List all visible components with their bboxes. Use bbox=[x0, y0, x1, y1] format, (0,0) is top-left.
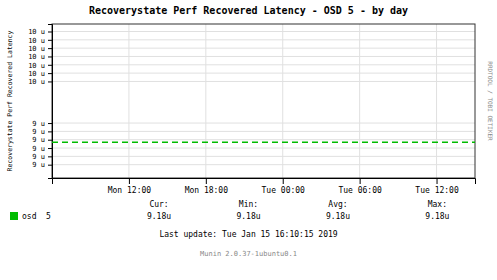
y-tick: 9 u bbox=[32, 153, 52, 161]
x-tick: Tue 06:00 bbox=[338, 178, 382, 195]
grid-line-y bbox=[52, 39, 475, 40]
x-tick: Tue 00:00 bbox=[262, 178, 306, 195]
y-tick-mark bbox=[48, 165, 52, 166]
x-tick-label: Tue 00:00 bbox=[262, 186, 306, 195]
grid-line-y bbox=[52, 131, 475, 132]
y-tick-mark bbox=[48, 148, 52, 149]
legend-swatch bbox=[10, 212, 18, 220]
y-tick-label: 9 u bbox=[32, 128, 45, 136]
y-axis: 9 u9 u9 u9 u9 u9 u10 u10 u10 u10 u10 u10… bbox=[28, 25, 52, 179]
y-tick-mark bbox=[48, 48, 52, 49]
annotation: Min: bbox=[239, 200, 258, 209]
y-tick-mark bbox=[48, 40, 52, 41]
y-tick: 9 u bbox=[32, 145, 52, 153]
grid-line-x bbox=[436, 24, 437, 178]
grid-line-y bbox=[52, 64, 475, 65]
y-tick-label: 10 u bbox=[28, 37, 45, 45]
y-tick: 10 u bbox=[28, 62, 52, 70]
x-tick-mark bbox=[129, 178, 130, 184]
annotation: Avg: bbox=[328, 200, 347, 209]
x-tick-mark bbox=[283, 178, 284, 184]
annotation: Cur: bbox=[149, 200, 168, 209]
grid-line-y bbox=[52, 48, 475, 49]
plot-frame bbox=[52, 24, 475, 178]
grid-line-y bbox=[52, 139, 475, 140]
annotation: 9.18u bbox=[147, 212, 171, 221]
grid-line-y bbox=[52, 148, 475, 149]
y-tick-label: 10 u bbox=[28, 53, 45, 61]
y-tick-mark bbox=[48, 31, 52, 32]
grid-line-x bbox=[282, 24, 283, 178]
y-tick-mark bbox=[48, 156, 52, 157]
y-tick-mark bbox=[48, 140, 52, 141]
y-tick-mark bbox=[48, 81, 52, 82]
x-tick-mark bbox=[206, 178, 207, 184]
annotation: Munin 2.0.37-1ubuntu0.1 bbox=[200, 250, 297, 258]
y-tick: 9 u bbox=[32, 136, 52, 144]
grid-line-y bbox=[52, 31, 475, 32]
annotation: 9.18u bbox=[236, 212, 260, 221]
y-tick-mark bbox=[48, 65, 52, 66]
annotation: Last update: Tue Jan 15 16:10:15 2019 bbox=[159, 230, 337, 239]
grid-line-x bbox=[128, 24, 129, 178]
y-tick-mark bbox=[48, 56, 52, 57]
annotation: Max: bbox=[428, 200, 447, 209]
x-tick-label: Tue 12:00 bbox=[415, 186, 459, 195]
y-tick: 9 u bbox=[32, 128, 52, 136]
y-tick: 9 u bbox=[32, 161, 52, 169]
grid-line-y bbox=[52, 123, 475, 124]
y-tick-label: 10 u bbox=[28, 28, 45, 36]
grid-line-y bbox=[52, 156, 475, 157]
y-tick: 10 u bbox=[28, 37, 52, 45]
x-tick: Mon 18:00 bbox=[185, 178, 229, 195]
y-tick-label: 10 u bbox=[28, 45, 45, 53]
annotation: 9.18u bbox=[425, 212, 449, 221]
y-tick-label: 10 u bbox=[28, 62, 45, 70]
grid-line-x bbox=[205, 24, 206, 178]
legend-label: osd 5 bbox=[22, 212, 51, 221]
x-axis: Mon 12:00 Mon 18:00 Tue 00:00 Tue 06:00 Tue … bbox=[53, 178, 476, 195]
grid-line-y bbox=[52, 81, 475, 82]
x-tick-label: Tue 06:00 bbox=[338, 186, 382, 195]
y-axis-line bbox=[48, 25, 53, 179]
grid-line-y bbox=[52, 164, 475, 165]
grid-line-x bbox=[359, 24, 360, 178]
y-tick: 10 u bbox=[28, 70, 52, 78]
y-axis-title: Recoverystate Perf Recovered Latency bbox=[6, 30, 14, 171]
x-tick-mark bbox=[360, 178, 361, 184]
grid-line-y bbox=[52, 56, 475, 57]
annotation: RRDTOOL / TOBI OETIKER bbox=[487, 61, 494, 141]
y-tick-label: 10 u bbox=[28, 78, 45, 86]
y-tick-label: 9 u bbox=[32, 145, 45, 153]
y-tick-label: 9 u bbox=[32, 153, 45, 161]
x-tick: Mon 12:00 bbox=[108, 178, 152, 195]
x-tick: Tue 12:00 bbox=[415, 178, 459, 195]
y-tick: 10 u bbox=[28, 45, 52, 53]
annotation: 9.18u bbox=[326, 212, 350, 221]
grid-line-y bbox=[52, 73, 475, 74]
y-tick-label: 10 u bbox=[28, 70, 45, 78]
series-line bbox=[52, 141, 475, 143]
title: Recoverystate Perf Recovered Latency - O… bbox=[89, 5, 408, 16]
y-tick-label: 9 u bbox=[32, 136, 45, 144]
chart: Mon 12:00 Mon 18:00 Tue 00:00 Tue 06:00 Tue … bbox=[0, 0, 497, 280]
y-tick-mark bbox=[48, 131, 52, 132]
y-tick-mark bbox=[48, 123, 52, 124]
y-tick: 10 u bbox=[28, 53, 52, 61]
x-tick-label: Mon 12:00 bbox=[108, 186, 152, 195]
y-tick: 10 u bbox=[28, 28, 52, 36]
y-tick-mark bbox=[48, 73, 52, 74]
x-axis-line bbox=[53, 179, 476, 185]
plot-area bbox=[52, 142, 475, 143]
y-tick: 9 u bbox=[32, 120, 52, 128]
annotations: Cur: Min: Avg: Max: 9.18u 9.18u 9.18u 9.18u Last… bbox=[147, 61, 494, 258]
x-tick-label: Mon 18:00 bbox=[185, 186, 229, 195]
y-tick-label: 9 u bbox=[32, 120, 45, 128]
legend: osd 5 bbox=[10, 212, 51, 221]
grid bbox=[52, 24, 475, 178]
y-tick: 10 u bbox=[28, 78, 52, 86]
y-tick-label: 9 u bbox=[32, 161, 45, 169]
x-tick-mark bbox=[437, 178, 438, 184]
